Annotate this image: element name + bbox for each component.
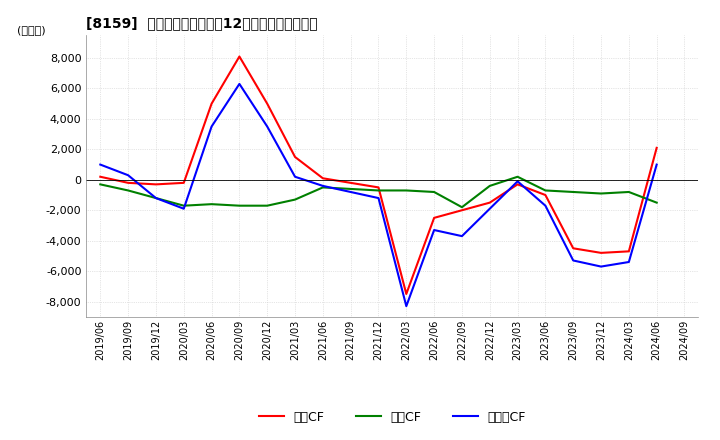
営業CF (541, 192, 550, 198)
フリーCF (318, 183, 327, 188)
営業CF (402, 291, 410, 297)
Legend: 営業CF, 投資CF, フリーCF: 営業CF, 投資CF, フリーCF (253, 406, 531, 429)
投資CF (569, 189, 577, 194)
フリーCF (152, 195, 161, 201)
フリーCF (179, 206, 188, 211)
投資CF (652, 200, 661, 205)
営業CF (179, 180, 188, 186)
フリーCF (458, 234, 467, 239)
営業CF (374, 185, 383, 190)
フリーCF (346, 189, 355, 194)
投資CF (263, 203, 271, 208)
フリーCF (513, 179, 522, 184)
フリーCF (374, 195, 383, 201)
営業CF (318, 176, 327, 181)
営業CF (624, 249, 633, 254)
営業CF (597, 250, 606, 256)
フリーCF (624, 259, 633, 264)
投資CF (179, 203, 188, 208)
投資CF (207, 202, 216, 207)
投資CF (541, 188, 550, 193)
Line: 営業CF: 営業CF (100, 56, 657, 294)
営業CF (207, 101, 216, 106)
営業CF (124, 180, 132, 186)
営業CF (430, 215, 438, 220)
フリーCF (402, 304, 410, 309)
営業CF (458, 208, 467, 213)
フリーCF (652, 162, 661, 167)
営業CF (652, 145, 661, 150)
投資CF (402, 188, 410, 193)
投資CF (430, 189, 438, 194)
営業CF (235, 54, 243, 59)
営業CF (263, 101, 271, 106)
営業CF (346, 180, 355, 186)
フリーCF (235, 81, 243, 87)
投資CF (318, 185, 327, 190)
投資CF (152, 195, 161, 201)
Y-axis label: (百万円): (百万円) (17, 25, 45, 35)
営業CF (485, 200, 494, 205)
投資CF (235, 203, 243, 208)
投資CF (124, 188, 132, 193)
営業CF (96, 174, 104, 180)
投資CF (374, 188, 383, 193)
フリーCF (291, 174, 300, 180)
投資CF (96, 182, 104, 187)
Line: 投資CF: 投資CF (100, 177, 657, 207)
投資CF (458, 205, 467, 210)
投資CF (513, 174, 522, 180)
フリーCF (207, 124, 216, 129)
フリーCF (569, 258, 577, 263)
投資CF (485, 183, 494, 188)
フリーCF (485, 206, 494, 211)
営業CF (513, 182, 522, 187)
フリーCF (541, 203, 550, 208)
フリーCF (263, 124, 271, 129)
投資CF (624, 189, 633, 194)
Line: フリーCF: フリーCF (100, 84, 657, 306)
営業CF (152, 182, 161, 187)
投資CF (291, 197, 300, 202)
投資CF (346, 186, 355, 191)
Text: [8159]  キャッシュフローの12か月移動合計の推移: [8159] キャッシュフローの12か月移動合計の推移 (86, 16, 318, 30)
営業CF (291, 154, 300, 160)
営業CF (569, 246, 577, 251)
フリーCF (124, 172, 132, 178)
フリーCF (96, 162, 104, 167)
フリーCF (597, 264, 606, 269)
投資CF (597, 191, 606, 196)
フリーCF (430, 227, 438, 233)
